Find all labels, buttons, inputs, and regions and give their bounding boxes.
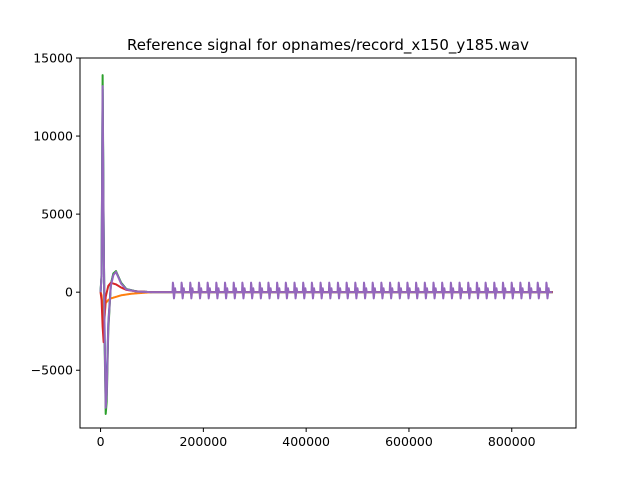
series-layer <box>99 74 554 415</box>
y-tick-label: 5000 <box>41 207 73 222</box>
y-tick-label: 15000 <box>33 51 73 66</box>
chart-title: Reference signal for opnames/record_x150… <box>127 36 529 55</box>
y-tick-label: 0 <box>65 285 73 300</box>
y-tick-label: 10000 <box>33 129 73 144</box>
y-axis: −5000 0 5000 10000 15000 <box>31 51 80 378</box>
x-tick-label: 600000 <box>385 434 433 449</box>
series-line-5 <box>99 85 554 409</box>
x-tick-label: 200000 <box>179 434 227 449</box>
y-tick-label: −5000 <box>31 363 73 378</box>
x-tick-label: 800000 <box>488 434 536 449</box>
x-axis: 0 200000 400000 600000 800000 <box>97 428 536 449</box>
x-tick-label: 400000 <box>282 434 330 449</box>
plot-area <box>79 57 577 429</box>
x-tick-label: 0 <box>97 434 105 449</box>
axes-frame <box>79 57 577 429</box>
